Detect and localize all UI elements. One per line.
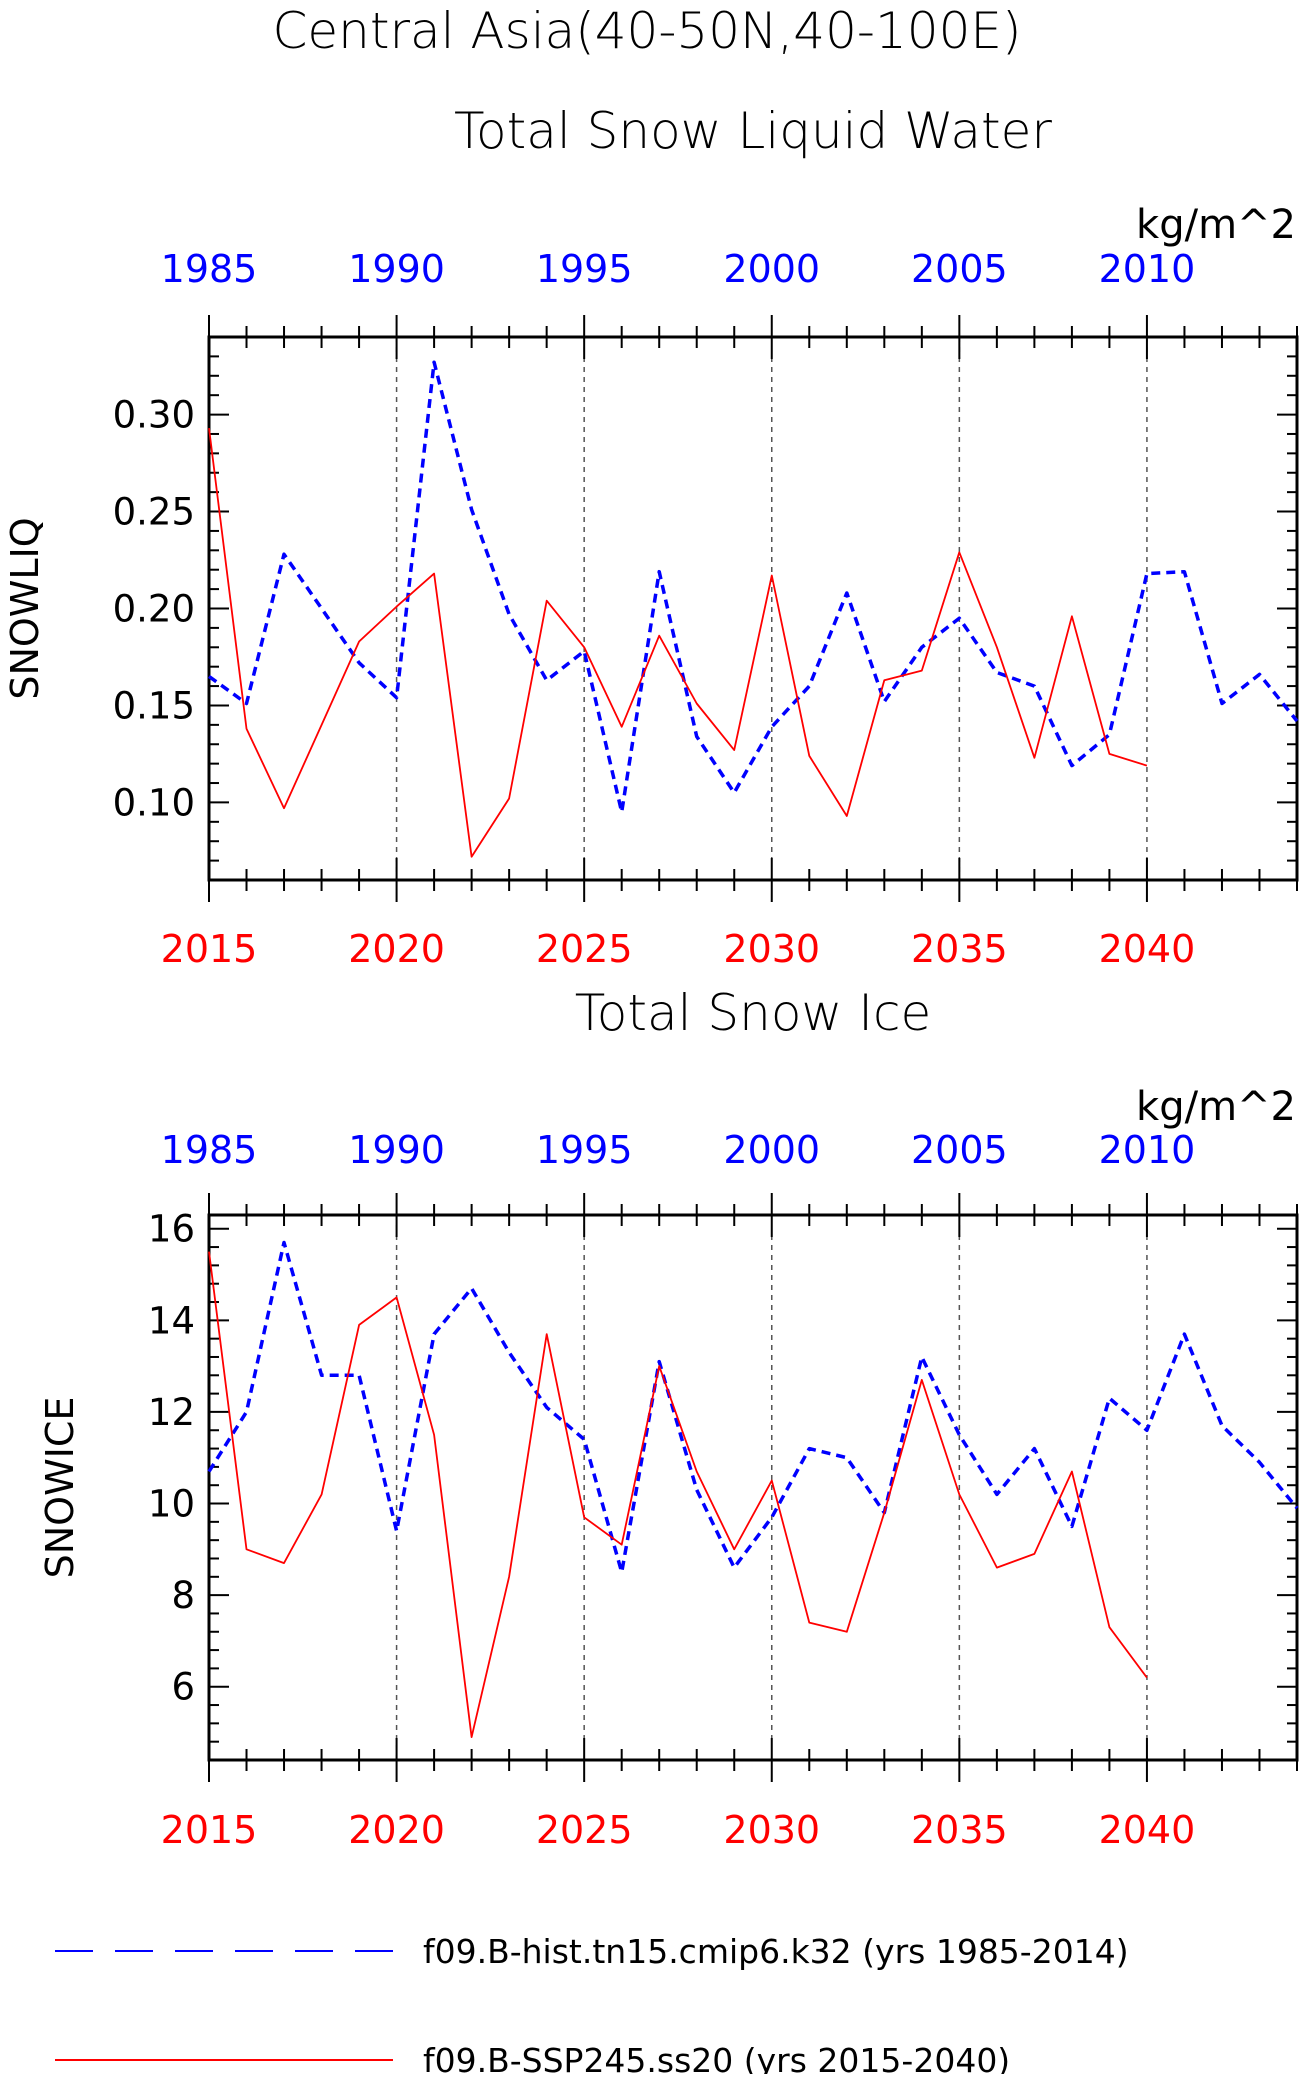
x-top-tick-label: 2000 — [723, 247, 820, 291]
y-tick-label: 16 — [148, 1208, 195, 1251]
x-top-tick-label: 1995 — [536, 1128, 633, 1172]
units-label: kg/m^2 — [1136, 202, 1296, 248]
y-tick-label: 10 — [148, 1483, 195, 1526]
panel-title: Total Snow Ice — [575, 984, 931, 1042]
y-axis-label: SNOWLIQ — [3, 517, 47, 699]
series-historical — [207, 1240, 1299, 1574]
panel-snowice: Total Snow Ice kg/m^2 SNOWICE 2015 2020 2025 2… — [38, 984, 1299, 1852]
x-bottom-tick-label: 2015 — [161, 1808, 258, 1852]
x-top-tick-label: 1990 — [348, 1128, 445, 1172]
x-top-tick-label: 1990 — [348, 247, 445, 291]
x-bottom-tick-label: 2025 — [536, 927, 633, 971]
panel-snowliq: Total Snow Liquid Water kg/m^2 SNOWLIQ 2015… — [3, 102, 1299, 971]
panel-title: Total Snow Liquid Water — [454, 102, 1052, 160]
x-bottom-tick-label: 2020 — [348, 927, 445, 971]
x-bottom-tick-label: 2015 — [161, 927, 258, 971]
series-future — [208, 1251, 1148, 1738]
y-tick-label: 6 — [171, 1666, 195, 1709]
x-bottom-tick-label: 2025 — [536, 1808, 633, 1852]
series-historical — [207, 360, 1299, 814]
x-bottom-tick-label: 2040 — [1099, 1808, 1196, 1852]
plot-frame — [207, 335, 1299, 882]
x-top-tick-label: 2010 — [1099, 1128, 1196, 1172]
x-top-tick-label: 2005 — [911, 247, 1008, 291]
y-tick-label: 14 — [148, 1299, 195, 1342]
y-tick-label: 12 — [148, 1391, 195, 1434]
y-axis-label: SNOWICE — [38, 1397, 82, 1579]
x-bottom-tick-label: 2020 — [348, 1808, 445, 1852]
x-bottom-tick-label: 2035 — [911, 1808, 1008, 1852]
y-tick-label: 0.25 — [113, 491, 195, 534]
y-tick-label: 0.30 — [113, 394, 195, 437]
legend-label-historical: f09.B-hist.tn15.cmip6.k32 (yrs 1985-2014… — [423, 1932, 1129, 1971]
x-top-tick-label: 2005 — [911, 1128, 1008, 1172]
y-tick-label: 8 — [171, 1574, 195, 1617]
x-top-tick-label: 2010 — [1099, 247, 1196, 291]
y-tick-label: 0.15 — [113, 684, 195, 727]
legend-label-future: f09.B-SSP245.ss20 (yrs 2015-2040) — [423, 2041, 1010, 2074]
x-bottom-tick-label: 2030 — [723, 1808, 820, 1852]
y-tick-label: 0.10 — [113, 781, 195, 824]
x-bottom-tick-label: 2035 — [911, 927, 1008, 971]
x-top-tick-label: 1985 — [161, 247, 258, 291]
x-bottom-tick-label: 2030 — [723, 927, 820, 971]
x-bottom-tick-label: 2040 — [1099, 927, 1196, 971]
x-top-tick-label: 1995 — [536, 247, 633, 291]
figure-title: Central Asia(40-50N,40-100E) — [272, 2, 1021, 60]
legend: f09.B-hist.tn15.cmip6.k32 (yrs 1985-2014… — [55, 1932, 1129, 2074]
y-tick-label: 0.20 — [113, 588, 195, 631]
units-label: kg/m^2 — [1136, 1084, 1296, 1130]
x-top-tick-label: 1985 — [161, 1128, 258, 1172]
plot-frame — [207, 1213, 1299, 1762]
x-top-tick-label: 2000 — [723, 1128, 820, 1172]
series-future — [208, 427, 1148, 858]
